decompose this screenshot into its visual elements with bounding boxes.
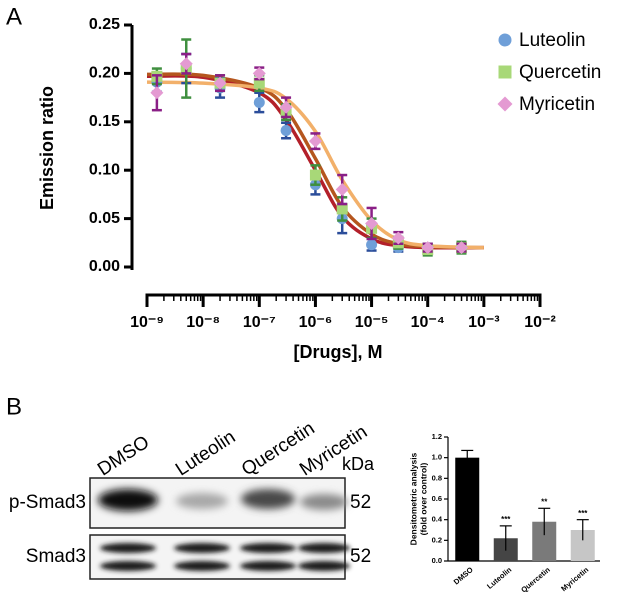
x-tick-label: 10⁻³ xyxy=(468,314,500,331)
marker xyxy=(335,183,349,197)
y-tick-label: 0.05 xyxy=(89,210,120,227)
error-bar xyxy=(538,507,551,536)
marker xyxy=(309,169,321,181)
y-tick-label: 0.8 xyxy=(432,473,442,482)
legend-marker xyxy=(498,33,512,47)
blot: DMSO Luteolin Quercetin Myricetin kDa p-… xyxy=(9,418,375,580)
x-tick-label: 10⁻⁶ xyxy=(299,314,333,331)
marker xyxy=(279,100,293,114)
y-tick-label: 0.0 xyxy=(432,556,442,565)
legend-marker xyxy=(497,96,513,112)
x-tick-label: 10⁻⁷ xyxy=(243,314,276,331)
marker xyxy=(336,203,348,215)
marker xyxy=(308,134,322,148)
y-tick-label: 0.6 xyxy=(432,494,442,503)
kda-label: 52 xyxy=(350,546,371,567)
marker xyxy=(455,241,469,255)
y-tick-label: 0.15 xyxy=(89,113,120,130)
lane-label: DMSO xyxy=(94,432,153,481)
bar xyxy=(455,457,480,561)
y-tick-label: 0.10 xyxy=(89,161,120,178)
error-bar xyxy=(576,519,589,541)
y-tick-label: 1.0 xyxy=(432,453,442,462)
legend-label: Luteolin xyxy=(519,30,586,51)
y-tick-label: 0.2 xyxy=(432,535,442,544)
y-tick-label: 0.00 xyxy=(89,258,120,275)
marker xyxy=(280,125,292,137)
bands xyxy=(100,543,350,571)
y-axis-label: Densitometric analysis xyxy=(408,452,418,545)
bands xyxy=(98,489,348,511)
row-label: Smad3 xyxy=(26,546,86,567)
error-bar xyxy=(461,449,474,465)
significance: *** xyxy=(501,515,511,524)
unit-label: kDa xyxy=(342,454,375,474)
legend-label: Myricetin xyxy=(519,94,595,115)
marker xyxy=(253,96,265,108)
significance: ** xyxy=(541,497,548,506)
x-tick-label: Luteolin xyxy=(485,565,513,591)
fit-curve xyxy=(146,80,484,250)
blot-panel xyxy=(89,534,346,580)
y-axis-label: Emission ratio xyxy=(37,86,57,210)
fit-curve xyxy=(146,72,484,250)
significance: *** xyxy=(578,509,588,518)
panel-label: B xyxy=(6,393,22,420)
x-axis-label: [Drugs], M xyxy=(294,342,383,362)
marker xyxy=(179,57,193,71)
y-tick-label: 1.2 xyxy=(432,432,442,441)
lane-label: Luteolin xyxy=(172,427,239,481)
legend-label: Quercetin xyxy=(519,62,601,83)
x-tick-label: Quercetin xyxy=(519,565,552,595)
error-bar xyxy=(499,525,512,551)
x-tick-label: Myricetin xyxy=(559,565,590,593)
y-tick-label: 0.20 xyxy=(89,65,120,82)
marker xyxy=(150,86,164,100)
marker xyxy=(213,76,227,90)
marker xyxy=(253,77,265,89)
kda-label: 52 xyxy=(350,492,371,513)
x-tick-label: 10⁻⁵ xyxy=(355,314,389,331)
y-axis-label: (fold over control) xyxy=(418,462,428,535)
y-tick-label: 0.4 xyxy=(432,515,443,524)
x-tick-label: 10⁻⁴ xyxy=(411,314,445,331)
x-tick-label: 10⁻² xyxy=(524,314,556,331)
marker xyxy=(421,241,435,255)
row-label: p-Smad3 xyxy=(9,492,86,513)
marker xyxy=(391,231,405,245)
marker xyxy=(366,239,378,251)
x-tick-label: 10⁻⁹ xyxy=(130,314,164,331)
x-tick-label: DMSO xyxy=(452,565,475,586)
marker xyxy=(365,216,379,230)
legend-marker xyxy=(498,65,512,79)
x-tick-label: 10⁻⁸ xyxy=(186,314,220,331)
marker xyxy=(252,66,266,80)
y-tick-label: 0.25 xyxy=(89,16,120,33)
panel-label: A xyxy=(6,3,22,30)
